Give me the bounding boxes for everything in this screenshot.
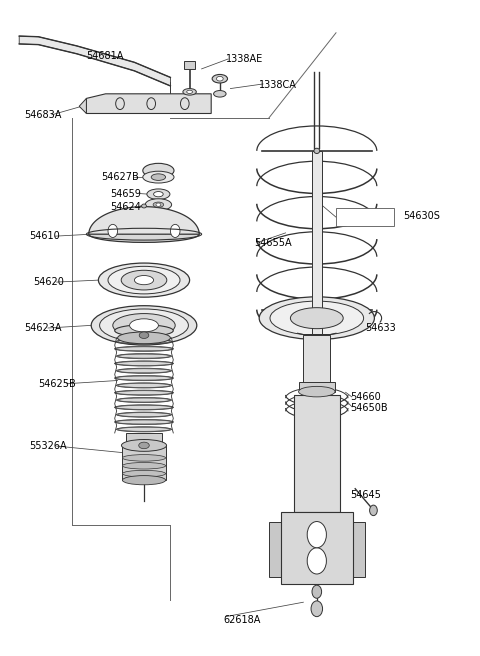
Ellipse shape <box>122 462 166 469</box>
Polygon shape <box>19 36 170 86</box>
Ellipse shape <box>89 226 199 243</box>
Ellipse shape <box>100 309 188 342</box>
Polygon shape <box>79 98 86 113</box>
Text: 54683A: 54683A <box>24 110 61 120</box>
Text: 55326A: 55326A <box>29 441 66 451</box>
Ellipse shape <box>145 199 172 211</box>
Ellipse shape <box>118 332 170 344</box>
Bar <box>303 335 330 384</box>
Ellipse shape <box>259 297 374 339</box>
Ellipse shape <box>270 301 364 335</box>
Ellipse shape <box>116 412 172 417</box>
Bar <box>294 395 340 512</box>
Text: 54625B: 54625B <box>38 379 76 389</box>
Ellipse shape <box>314 148 320 154</box>
Polygon shape <box>89 207 199 234</box>
Ellipse shape <box>113 314 175 337</box>
Ellipse shape <box>116 426 172 432</box>
Circle shape <box>312 585 322 598</box>
Ellipse shape <box>142 204 146 208</box>
Ellipse shape <box>115 390 174 396</box>
Ellipse shape <box>122 476 166 485</box>
Ellipse shape <box>116 339 172 344</box>
Text: 54655A: 54655A <box>254 237 292 248</box>
Text: 54660: 54660 <box>350 392 381 402</box>
Ellipse shape <box>108 266 180 294</box>
Text: 54681A: 54681A <box>86 51 124 61</box>
Bar <box>312 151 322 335</box>
Ellipse shape <box>115 405 174 410</box>
Text: 54623A: 54623A <box>24 323 61 333</box>
Ellipse shape <box>139 332 149 338</box>
Bar <box>126 433 162 446</box>
Text: 54627B: 54627B <box>101 172 139 182</box>
Ellipse shape <box>115 419 174 424</box>
Text: 54659: 54659 <box>110 188 141 199</box>
Ellipse shape <box>121 270 167 290</box>
Bar <box>353 522 365 577</box>
Bar <box>281 512 353 584</box>
Text: 54610: 54610 <box>29 231 60 241</box>
Ellipse shape <box>143 171 174 183</box>
Ellipse shape <box>147 189 170 199</box>
Ellipse shape <box>115 375 174 380</box>
Polygon shape <box>86 94 211 113</box>
Ellipse shape <box>115 346 174 352</box>
Ellipse shape <box>154 192 163 197</box>
Ellipse shape <box>187 91 192 93</box>
Bar <box>269 522 281 577</box>
Circle shape <box>307 522 326 548</box>
Circle shape <box>170 224 180 237</box>
Ellipse shape <box>91 306 197 345</box>
Circle shape <box>370 505 377 516</box>
Text: 54624: 54624 <box>110 201 141 212</box>
Ellipse shape <box>139 442 149 449</box>
Ellipse shape <box>183 89 196 95</box>
Ellipse shape <box>121 440 167 451</box>
Ellipse shape <box>216 76 223 81</box>
Ellipse shape <box>122 470 166 477</box>
Ellipse shape <box>116 354 172 359</box>
Circle shape <box>311 601 323 617</box>
Ellipse shape <box>122 455 166 461</box>
Text: 54630S: 54630S <box>403 211 440 222</box>
Ellipse shape <box>299 386 335 397</box>
Ellipse shape <box>115 361 174 366</box>
Ellipse shape <box>116 383 172 388</box>
Ellipse shape <box>98 263 190 297</box>
Text: 54633: 54633 <box>365 323 396 333</box>
Ellipse shape <box>156 203 161 206</box>
Text: 54645: 54645 <box>350 490 381 501</box>
Text: 1338CA: 1338CA <box>259 80 297 91</box>
Circle shape <box>108 224 118 237</box>
Ellipse shape <box>153 202 164 207</box>
Ellipse shape <box>151 174 166 180</box>
Circle shape <box>307 548 326 574</box>
Ellipse shape <box>116 368 172 373</box>
Bar <box>122 445 166 480</box>
Ellipse shape <box>214 91 226 97</box>
Ellipse shape <box>130 319 158 332</box>
Ellipse shape <box>212 75 228 83</box>
Ellipse shape <box>116 398 172 403</box>
Ellipse shape <box>134 276 154 285</box>
Ellipse shape <box>143 163 174 178</box>
Ellipse shape <box>290 308 343 329</box>
Bar <box>299 382 335 392</box>
Ellipse shape <box>115 325 173 337</box>
Ellipse shape <box>126 442 162 450</box>
Text: 54650B: 54650B <box>350 403 388 413</box>
Text: 1338AE: 1338AE <box>226 54 263 64</box>
Text: 62618A: 62618A <box>223 615 261 625</box>
Bar <box>336 208 394 226</box>
Bar <box>184 61 195 69</box>
Text: 54620: 54620 <box>34 277 64 287</box>
